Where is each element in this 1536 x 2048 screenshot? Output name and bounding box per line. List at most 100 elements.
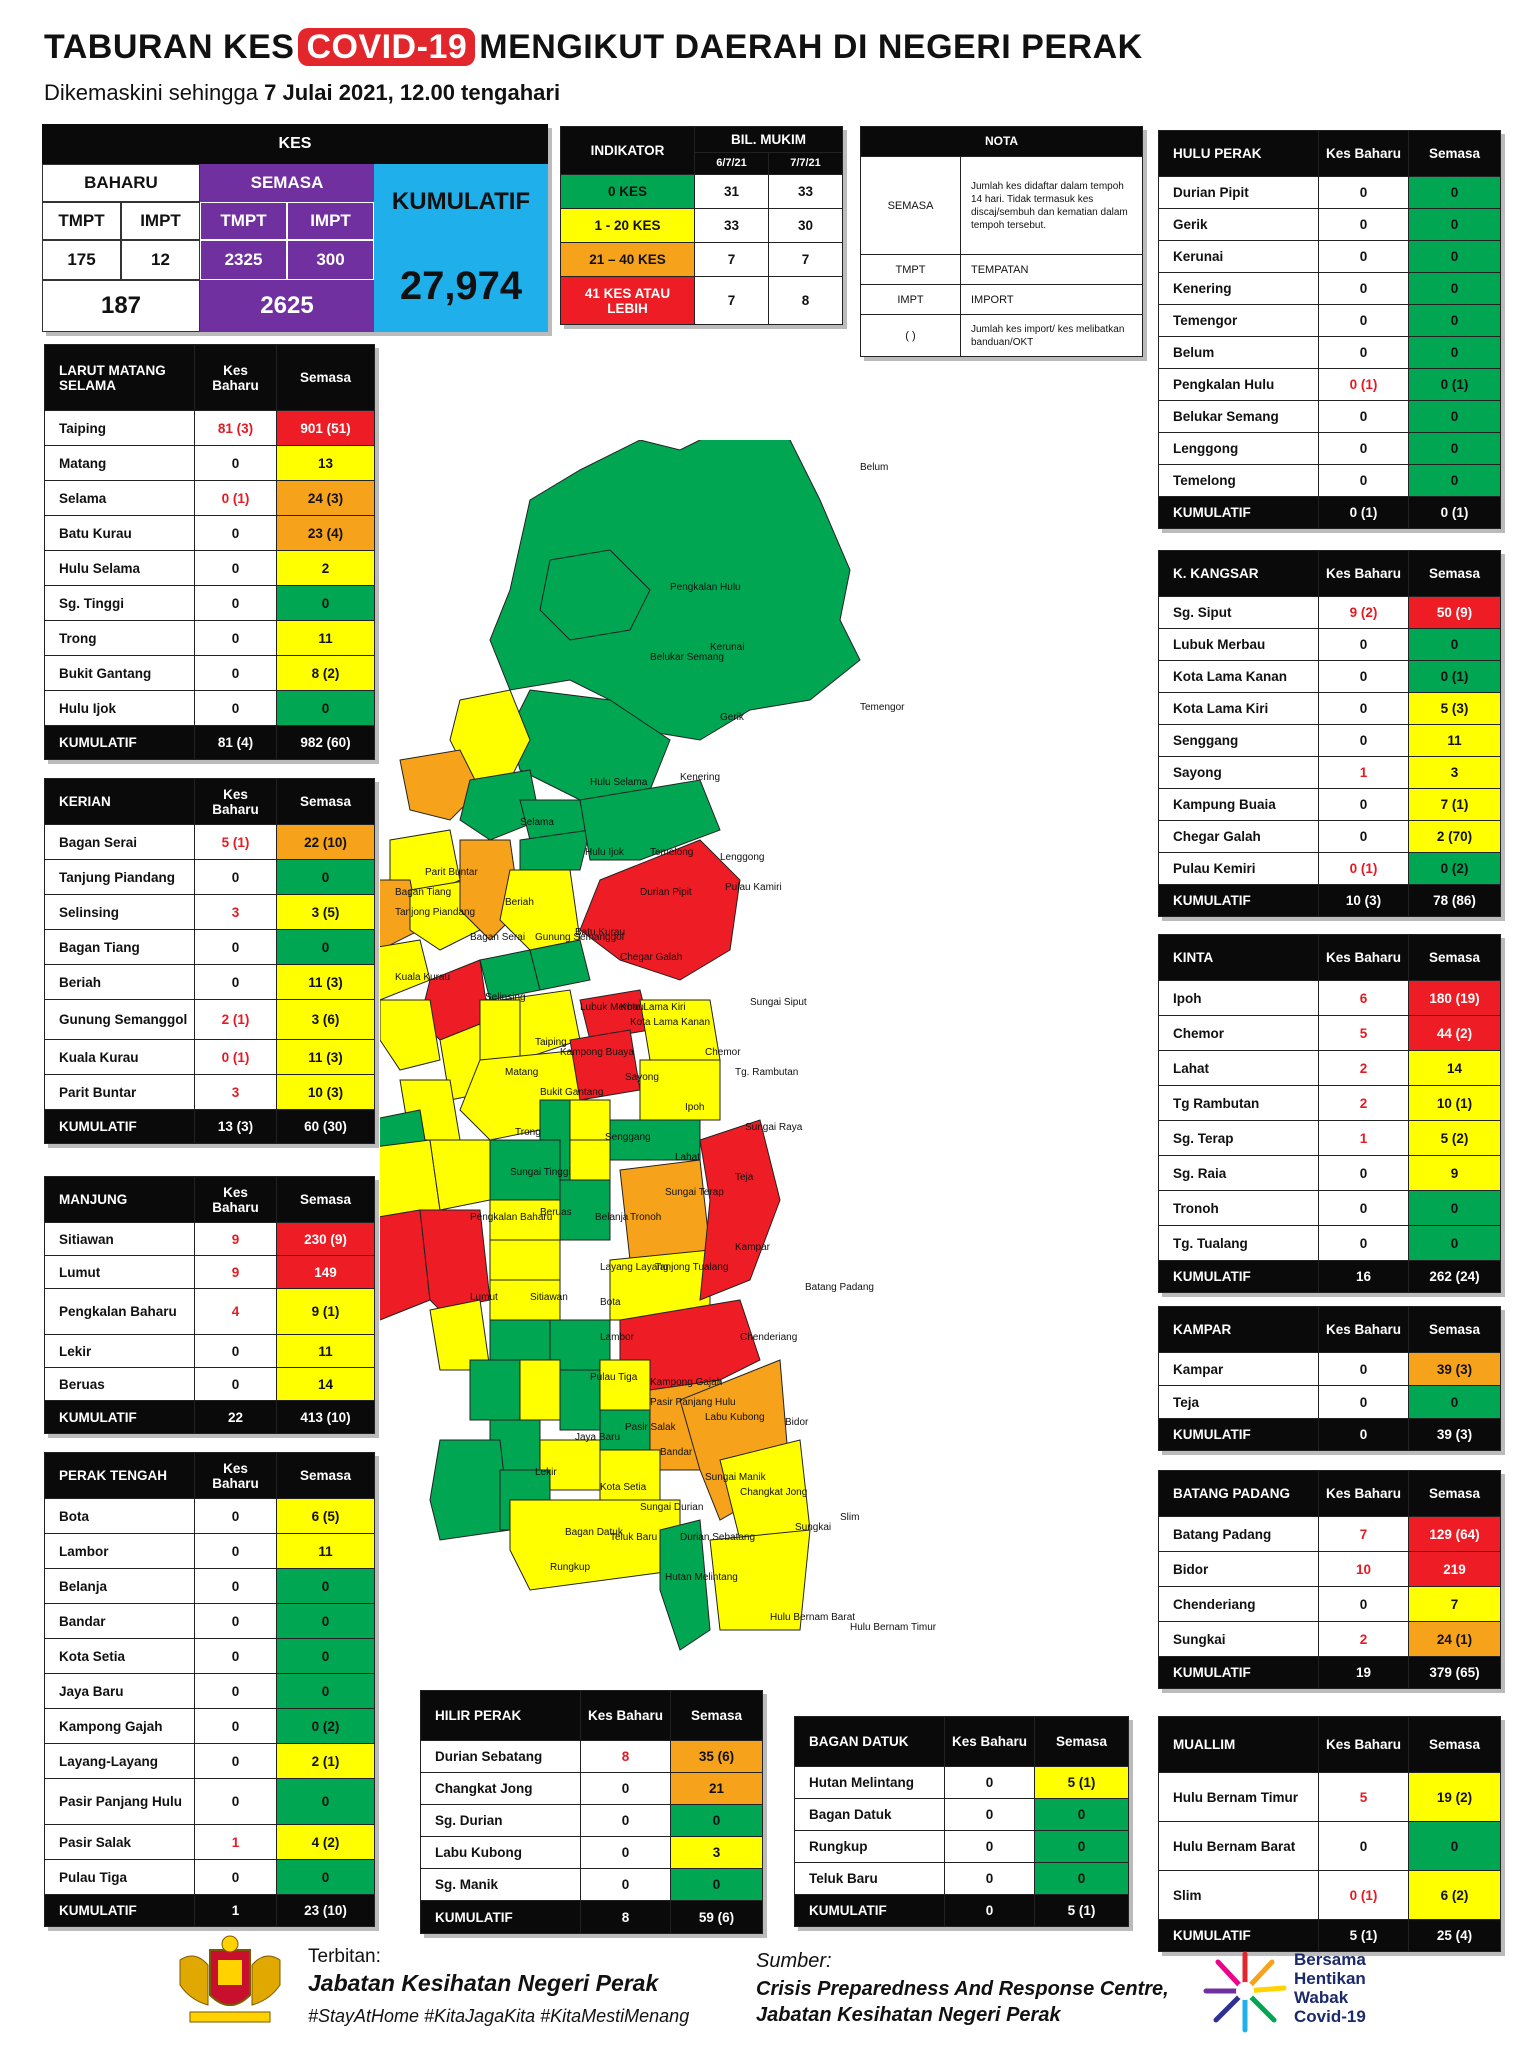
map-label: Trong (515, 1127, 541, 1138)
kes-baharu-value: 10 (1318, 1551, 1409, 1587)
semasa-value: 11 (276, 1334, 375, 1368)
terbitan-org: Jabatan Kesihatan Negeri Perak (308, 1970, 659, 1996)
nota-table: NOTA SEMASA Jumlah kes didaftar dalam tem… (859, 126, 1144, 357)
semasa-value: 230 (9) (276, 1222, 375, 1256)
kes-baharu-value: 0 (194, 1603, 277, 1639)
table-row: Bagan Serai 5 (1) 22 (10) (44, 824, 375, 860)
kes-baharu-value: 0 (194, 1568, 277, 1604)
kumulatif-label: KUMULATIF (1158, 1418, 1319, 1451)
mukim-name: Sg. Tinggi (44, 585, 195, 621)
kumulatif-baharu: 0 (1) (1318, 496, 1409, 529)
semasa-value: 21 (670, 1772, 763, 1805)
title-covid-badge: COVID-19 (298, 28, 476, 66)
semasa-value: 0 (1034, 1862, 1129, 1895)
map-label: Chemor (705, 1047, 741, 1058)
col-kes-baharu: Kes Baharu (1318, 130, 1409, 177)
semasa-value: 11 (276, 1533, 375, 1569)
title-prefix: TABURAN KES (44, 28, 295, 66)
table-row: Teja 0 0 (1158, 1385, 1501, 1419)
mukim-name: Kampong Gajah (44, 1708, 195, 1744)
map-label: Sungai Durian (640, 1502, 703, 1513)
kes-baharu-value: 0 (1318, 820, 1409, 853)
map-label: Pulau Kamiri (725, 882, 782, 893)
map-label: Kampong Buaya (560, 1047, 634, 1058)
page-title: TABURAN KES COVID-19 MENGIKUT DAERAH DI NE… (44, 28, 1143, 67)
map-label: Pulau Tiga (590, 1372, 638, 1383)
map-region-hulu-perak (489, 440, 861, 741)
district-table-bagan-datuk: BAGAN DATUK Kes Baharu Semasa Hutan Melinta… (794, 1716, 1129, 1927)
mukim-name: Hulu Bernam Timur (1158, 1772, 1319, 1822)
map-label: Teja (735, 1172, 754, 1183)
table-row: Pasir Panjang Hulu 0 0 (44, 1778, 375, 1825)
kumulatif-semasa: 59 (6) (670, 1900, 763, 1934)
mukim-name: Matang (44, 445, 195, 481)
kes-baharu-value: 5 (1318, 1015, 1409, 1051)
mukim-name: Kerunai (1158, 240, 1319, 273)
table-row: Beruas 0 14 (44, 1367, 375, 1401)
kumulatif-label: KUMULATIF (1158, 1919, 1319, 1952)
semasa-value: 0 (276, 859, 375, 895)
map-label: Lambor (600, 1332, 635, 1343)
semasa-value: 6 (5) (276, 1498, 375, 1534)
map-region-durian-pipit (519, 829, 591, 871)
kes-baharu-value: 0 (194, 1859, 277, 1895)
district-name: PERAK TENGAH (44, 1452, 195, 1499)
table-row: Kota Lama Kiri 0 5 (3) (1158, 692, 1501, 725)
district-table-manjung: MANJUNG Kes Baharu Semasa Sitiawan 9 230 (9) L… (44, 1176, 375, 1434)
map-label: Temelong (650, 847, 693, 858)
hashtags: #StayAtHome #KitaJagaKita #KitaMestiMena… (308, 2006, 690, 2026)
table-row: Pulau Kemiri 0 (1) 0 (2) (1158, 852, 1501, 885)
mukim-name: Slim (1158, 1870, 1319, 1920)
col-semasa: Semasa (276, 778, 375, 825)
map-region-hulu-ijok (459, 769, 541, 841)
table-row: Gunung Semanggol 2 (1) 3 (6) (44, 999, 375, 1040)
mukim-name: Hulu Bernam Barat (1158, 1821, 1319, 1871)
kumulatif-semasa: 78 (86) (1408, 884, 1501, 917)
mukim-name: Kuala Kurau (44, 1039, 195, 1075)
col-semasa: Semasa (1408, 1716, 1501, 1773)
summary-kumulatif-total: 27,974 (374, 240, 548, 332)
table-row: Trong 0 11 (44, 620, 375, 656)
col-semasa: Semasa (276, 344, 375, 411)
table-row: Kampong Gajah 0 0 (2) (44, 1708, 375, 1744)
table-row: Kuala Kurau 0 (1) 11 (3) (44, 1039, 375, 1075)
map-region-bota (489, 1239, 561, 1281)
kes-baharu-value: 0 (580, 1836, 671, 1869)
mukim-name: Taiping (44, 410, 195, 446)
semasa-value: 0 (1408, 628, 1501, 661)
mukim-name: Tronoh (1158, 1190, 1319, 1226)
map-region-sungai-siput (579, 839, 741, 981)
semasa-value: 0 (1) (1408, 368, 1501, 401)
kes-baharu-value: 0 (194, 550, 277, 586)
map-label: Temengor (860, 702, 905, 713)
kumulatif-label: KUMULATIF (44, 1894, 195, 1927)
semasa-value: 0 (276, 1859, 375, 1895)
mukim-name: Sg. Terap (1158, 1120, 1319, 1156)
mukim-name: Bandar (44, 1603, 195, 1639)
table-row: Lubuk Merbau 0 0 (1158, 628, 1501, 661)
kes-baharu-value: 0 (1318, 1821, 1409, 1871)
kumulatif-baharu: 0 (944, 1894, 1035, 1927)
table-row: Temengor 0 0 (1158, 304, 1501, 337)
map-label: Belukar Semang (650, 652, 724, 663)
map-label: Kuala Kurau (395, 972, 450, 983)
col-kes-baharu: Kes Baharu (194, 1176, 277, 1223)
kes-baharu-value: 0 (1318, 272, 1409, 305)
mukim-name: Kenering (1158, 272, 1319, 305)
kes-baharu-value: 0 (194, 1708, 277, 1744)
sumber-label: Sumber: (756, 1950, 832, 1972)
semasa-value: 39 (3) (1408, 1352, 1501, 1386)
mukim-name: Lubuk Merbau (1158, 628, 1319, 661)
table-row: Belukar Semang 0 0 (1158, 400, 1501, 433)
mukim-name: Changkat Jong (420, 1772, 581, 1805)
indicator-table: INDIKATOR BIL. MUKIM 6/7/21 7/7/21 0 KES… (560, 126, 843, 325)
semasa-value: 0 (1034, 1798, 1129, 1831)
kes-baharu-value: 0 (194, 1533, 277, 1569)
mukim-name: Bagan Serai (44, 824, 195, 860)
district-table-kangsar: K. KANGSAR Kes Baharu Semasa Sg. Siput 9 (2)… (1158, 550, 1501, 917)
semasa-value: 0 (1408, 208, 1501, 241)
mukim-name: Kampar (1158, 1352, 1319, 1386)
kumulatif-semasa: 0 (1) (1408, 496, 1501, 529)
col-semasa: Semasa (1408, 1470, 1501, 1517)
summary-semasa-total: 2625 (200, 280, 374, 332)
